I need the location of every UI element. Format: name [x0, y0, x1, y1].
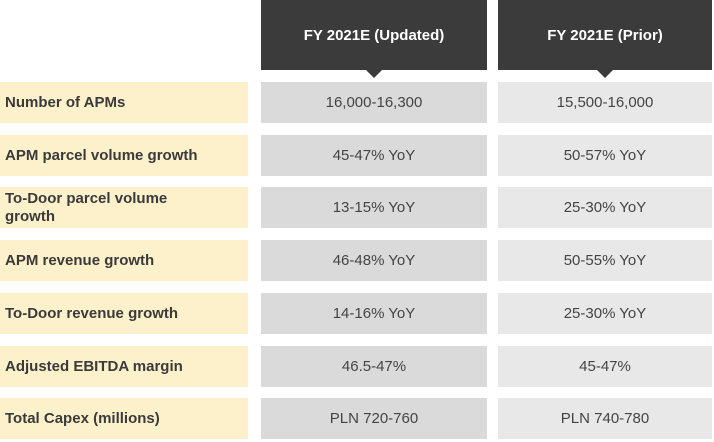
row-label-text: Number of APMs — [5, 93, 126, 111]
updated-cell: 45-47% YoY — [261, 135, 487, 176]
updated-cell: 13-15% YoY — [261, 187, 487, 228]
prior-cell: 50-57% YoY — [498, 135, 712, 176]
row-label: To-Door parcel volume growth — [0, 187, 248, 228]
updated-cell-text: 13-15% YoY — [332, 199, 416, 216]
row-label: Total Capex (millions) — [0, 398, 248, 439]
prior-cell-text: 25-30% YoY — [563, 199, 647, 216]
row-label: Adjusted EBITDA margin — [0, 346, 248, 387]
updated-cell-text: 45-47% YoY — [332, 147, 416, 164]
updated-cell-text: PLN 720-760 — [329, 410, 419, 427]
row-label-text: APM parcel volume growth — [5, 146, 198, 164]
updated-cell: 14-16% YoY — [261, 293, 487, 334]
updated-cell: 16,000-16,300 — [261, 82, 487, 123]
prior-cell-text: 15,500-16,000 — [556, 94, 654, 111]
updated-cell-text: 14-16% YoY — [332, 305, 416, 322]
updated-cell: 46-48% YoY — [261, 240, 487, 281]
prior-cell-text: 25-30% YoY — [563, 305, 647, 322]
row-label: APM parcel volume growth — [0, 135, 248, 176]
prior-cell: 15,500-16,000 — [498, 82, 712, 123]
row-label-text: APM revenue growth — [5, 251, 155, 269]
row-label: Number of APMs — [0, 82, 248, 123]
prior-cell: 25-30% YoY — [498, 187, 712, 228]
row-label-text: To-Door revenue growth — [5, 304, 179, 322]
updated-cell-text: 46-48% YoY — [332, 252, 416, 269]
column-header: FY 2021E (Updated) — [261, 0, 487, 78]
prior-cell: PLN 740-780 — [498, 398, 712, 439]
prior-cell: 25-30% YoY — [498, 293, 712, 334]
prior-cell-text: 45-47% — [579, 358, 631, 375]
prior-cell-text: PLN 740-780 — [560, 410, 650, 427]
column-header: FY 2021E (Prior) — [498, 0, 712, 78]
prior-cell-text: 50-55% YoY — [563, 252, 647, 269]
updated-cell-text: 16,000-16,300 — [325, 94, 423, 111]
row-label-text: To-Door parcel volume growth — [5, 189, 168, 225]
updated-cell: 46.5-47% — [261, 346, 487, 387]
row-label-text: Adjusted EBITDA margin — [5, 357, 183, 375]
row-label: To-Door revenue growth — [0, 293, 248, 334]
prior-cell: 45-47% — [498, 346, 712, 387]
row-label-text: Total Capex (millions) — [5, 409, 160, 427]
prior-cell: 50-55% YoY — [498, 240, 712, 281]
prior-cell-text: 50-57% YoY — [563, 147, 647, 164]
updated-cell-text: 46.5-47% — [341, 358, 407, 375]
updated-cell: PLN 720-760 — [261, 398, 487, 439]
column-header-text: FY 2021E (Prior) — [547, 26, 663, 44]
row-label: APM revenue growth — [0, 240, 248, 281]
column-header-text: FY 2021E (Updated) — [303, 26, 445, 44]
